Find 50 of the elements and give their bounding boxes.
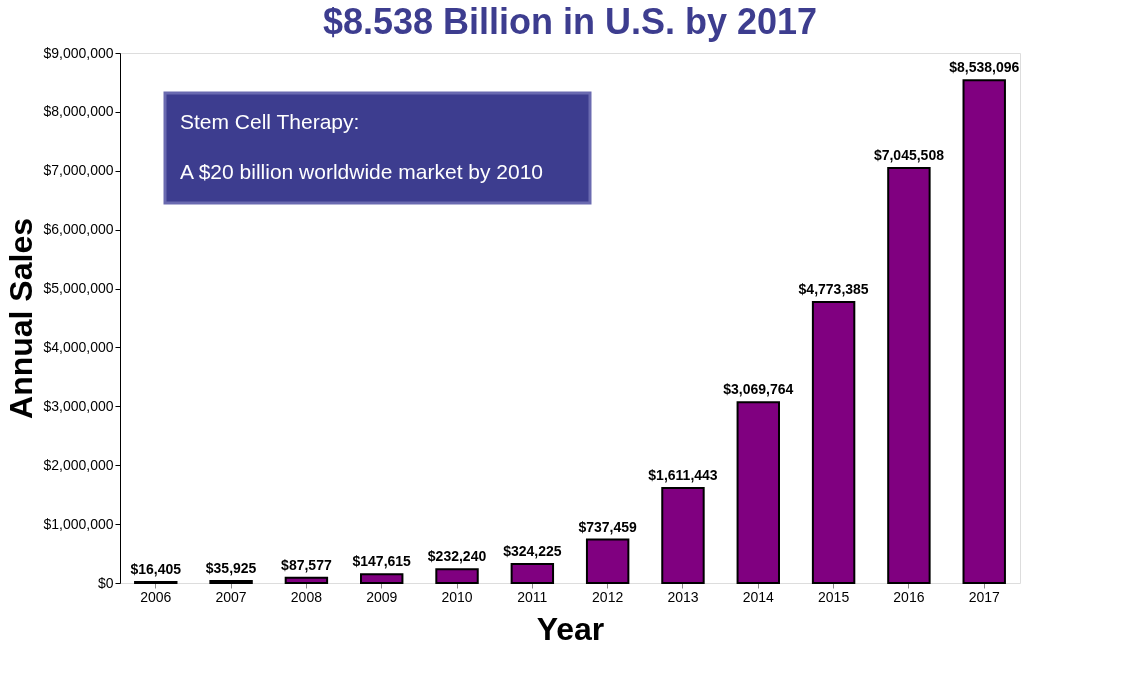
chart-title: $8.538 Billion in U.S. by 2017	[322, 1, 818, 42]
bar	[736, 401, 780, 584]
bar	[887, 167, 931, 584]
x-tick-label: 2010	[441, 588, 473, 605]
data-label: $8,538,096	[949, 59, 1020, 76]
y-tick-label: $0	[97, 574, 114, 591]
x-tick-label: 2013	[667, 588, 699, 605]
y-tick-label: $4,000,000	[43, 338, 114, 355]
y-tick-label: $9,000,000	[43, 44, 114, 61]
bar	[209, 579, 253, 584]
x-tick-label: 2017	[968, 588, 1001, 605]
bar	[661, 487, 705, 584]
x-tick-label: 2006	[140, 588, 172, 605]
x-tick-label: 2014	[742, 588, 775, 605]
y-tick-label: $5,000,000	[43, 280, 114, 297]
y-tick-label: $1,000,000	[43, 515, 114, 532]
bar	[585, 538, 630, 584]
x-tick-label: 2011	[517, 588, 548, 605]
x-tick-label: 2009	[366, 588, 398, 605]
data-label: $7,045,508	[873, 147, 945, 164]
x-tick-label: 2015	[818, 588, 850, 605]
data-label: $16,405	[130, 561, 182, 578]
annotation: Stem Cell Therapy:	[180, 110, 360, 133]
bar	[360, 573, 404, 584]
y-tick-label: $8,000,000	[43, 103, 114, 120]
bar	[811, 300, 856, 584]
x-tick-label: 2008	[290, 588, 323, 605]
y-tick-label: $7,000,000	[43, 162, 114, 179]
y-tick-label: $6,000,000	[43, 221, 114, 238]
y-tick-label: $2,000,000	[43, 456, 114, 473]
y-tick-label: $3,000,000	[43, 397, 114, 414]
data-label: $232,240	[427, 548, 487, 565]
annotation: A $20 billion worldwide market by 2010	[180, 160, 544, 183]
data-label: $4,773,385	[798, 280, 869, 297]
x-tick-label: 2007	[215, 588, 247, 605]
data-label: $1,611,443	[648, 467, 718, 484]
data-label: $324,225	[503, 542, 562, 559]
data-label: $147,615	[352, 553, 412, 570]
bar	[510, 562, 555, 584]
x-tick-label: 2016	[893, 588, 925, 605]
data-label: $737,459	[578, 518, 638, 535]
bar	[962, 79, 1006, 584]
x-tick-label: 2012	[592, 588, 624, 605]
data-label: $35,925	[205, 559, 257, 576]
y-axis-title: Annual Sales	[3, 218, 40, 419]
data-label: $87,577	[281, 556, 332, 573]
bar	[435, 568, 479, 584]
x-axis-title: Year	[536, 610, 605, 647]
data-label: $3,069,764	[723, 381, 794, 398]
bar	[284, 576, 329, 584]
